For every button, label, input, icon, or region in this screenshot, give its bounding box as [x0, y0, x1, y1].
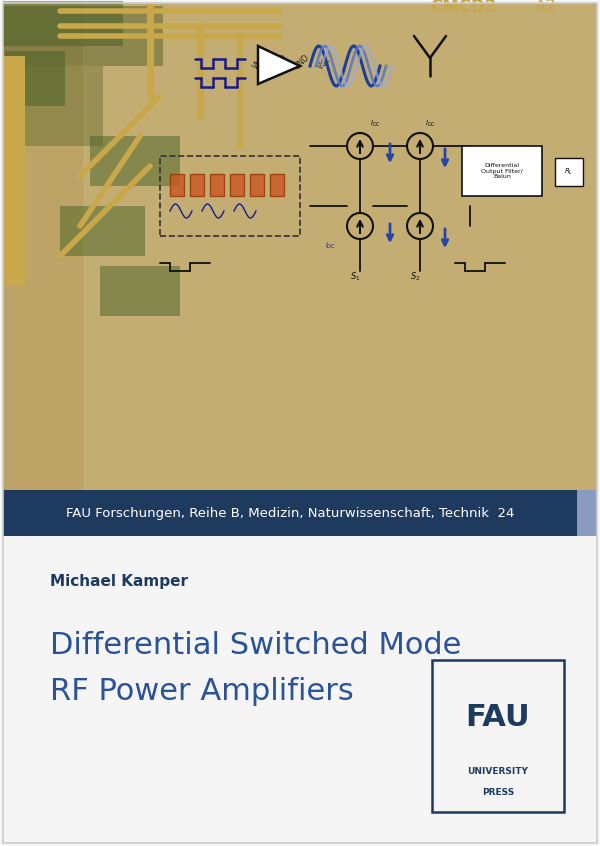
Text: $I_{DC}$: $I_{DC}$	[370, 119, 381, 129]
Bar	[250, 174, 264, 196]
Text: $S_2$: $S_2$	[410, 270, 420, 283]
Bar	[3, 1, 123, 46]
Bar	[60, 206, 145, 256]
Text: FAU Forschungen, Reihe B, Medizin, Naturwissenschaft, Technik  24: FAU Forschungen, Reihe B, Medizin, Natur…	[66, 507, 514, 519]
Text: 2: 2	[8, 126, 16, 139]
Polygon shape	[258, 46, 300, 84]
Bar	[100, 266, 180, 316]
Bar	[432, 660, 564, 812]
Bar	[5, 51, 65, 106]
Bar	[230, 174, 244, 196]
Text: $I_{DC}$: $I_{DC}$	[425, 119, 436, 129]
Text: $i_{DC}$: $i_{DC}$	[325, 241, 336, 251]
Bar	[90, 136, 180, 186]
Bar	[3, 533, 597, 843]
Text: $S_1$: $S_1$	[350, 270, 360, 283]
Text: D.2: D.2	[6, 93, 23, 103]
Text: Vdc: Vdc	[316, 54, 332, 71]
Text: $R_L$: $R_L$	[565, 167, 574, 177]
Bar	[270, 174, 284, 196]
Bar	[170, 174, 184, 196]
Text: Vb: Vb	[251, 58, 265, 71]
Bar	[462, 146, 542, 196]
Bar	[3, 66, 103, 146]
Text: PRESS: PRESS	[482, 788, 514, 797]
Bar	[577, 490, 597, 536]
Text: GND: GND	[293, 52, 311, 71]
Text: GND: GND	[271, 52, 289, 71]
Bar	[3, 56, 25, 286]
Bar	[210, 174, 224, 196]
Text: CMCD2: CMCD2	[430, 0, 496, 16]
Text: RF Power Amplifiers: RF Power Amplifiers	[50, 677, 354, 706]
Text: Differential Switched Mode: Differential Switched Mode	[50, 631, 461, 660]
Bar	[3, 3, 597, 490]
Bar	[555, 158, 583, 186]
Text: FAU: FAU	[466, 703, 530, 733]
Bar	[3, 6, 163, 66]
Text: A2: A2	[535, 0, 557, 16]
Text: Michael Kamper: Michael Kamper	[50, 574, 188, 589]
Bar	[3, 3, 83, 490]
Bar	[190, 174, 204, 196]
Bar	[3, 490, 577, 536]
Text: UNIVERSITY: UNIVERSITY	[467, 766, 529, 776]
Bar	[160, 156, 300, 236]
Text: Differential
Output Filter/
Balun: Differential Output Filter/ Balun	[481, 162, 523, 179]
